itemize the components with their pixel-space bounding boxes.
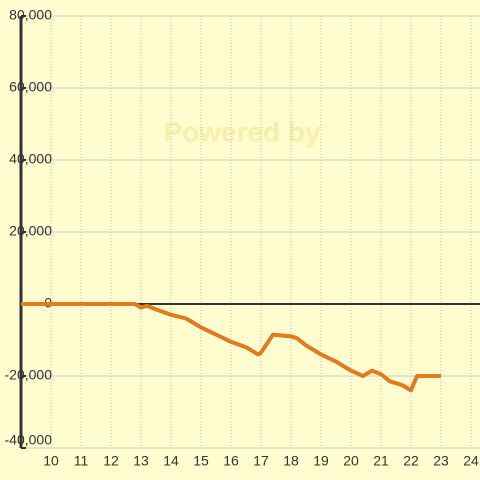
x-tick-label: 21 [373,453,389,469]
x-tick-label: 24 [463,453,479,469]
y-tick-label: 20,000 [9,223,52,239]
x-tick-label: 10 [43,453,59,469]
x-tick-label: 12 [103,453,119,469]
y-tick-label: 80,000 [9,7,52,23]
x-tick-label: 15 [193,453,209,469]
x-tick-label: 22 [403,453,419,469]
x-tick-label: 13 [133,453,149,469]
x-tick-label: 16 [223,453,239,469]
x-tick-label: 19 [313,453,329,469]
y-tick-label: -20,000 [5,367,53,383]
x-tick-label: 14 [163,453,179,469]
x-tick-label: 11 [74,453,89,469]
x-tick-label: 23 [433,453,449,469]
x-tick-label: 20 [343,453,359,469]
y-tick-label: 60,000 [9,79,52,95]
y-tick-label: 40,000 [9,151,52,167]
watermark: Powered by [163,116,321,147]
series-line [21,302,441,393]
y-tick-label: -40,000 [5,432,53,448]
x-tick-label: 17 [253,453,269,469]
x-tick-label: 18 [283,453,299,469]
